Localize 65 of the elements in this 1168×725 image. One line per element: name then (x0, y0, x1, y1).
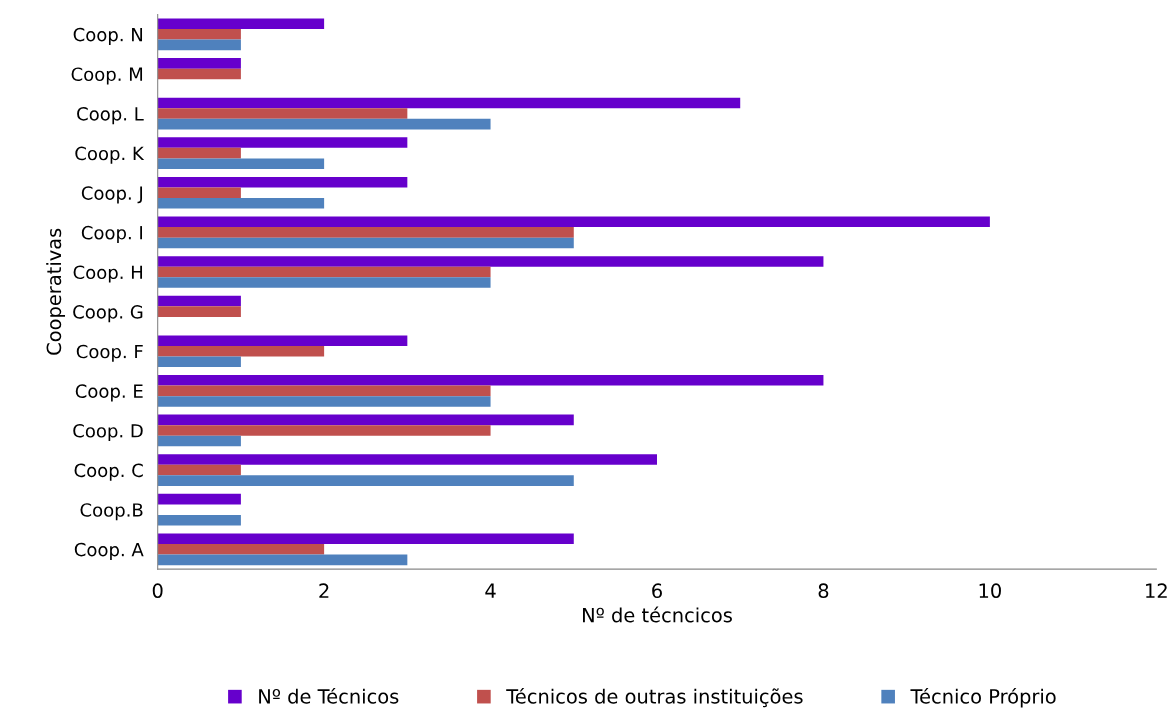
y-tick-label: Coop. J (81, 186, 143, 204)
x-tick-label: 8 (818, 583, 829, 599)
legend-label: Técnicos de outras instituições (506, 687, 803, 708)
x-tick-label: 0 (152, 583, 163, 599)
bar (157, 176, 408, 188)
y-tick-label: Coop. L (77, 107, 144, 125)
bar (157, 147, 241, 159)
bar (157, 295, 241, 307)
bar (157, 414, 574, 426)
bar (157, 187, 241, 199)
bar (157, 18, 325, 30)
bar (157, 533, 574, 545)
y-tick-label: Coop. A (74, 542, 144, 560)
bar (157, 39, 241, 51)
bar (157, 29, 241, 40)
y-tick-label: Coop. C (74, 463, 143, 481)
bar (157, 375, 824, 386)
bar (157, 335, 408, 346)
bar (157, 544, 325, 555)
bar (157, 158, 325, 169)
bar (157, 356, 241, 368)
bar (157, 137, 408, 148)
bar (157, 425, 491, 436)
y-tick-label: Coop. F (76, 344, 143, 362)
bar (157, 554, 408, 566)
bar (157, 256, 824, 267)
y-tick-label: Coop. K (75, 146, 145, 164)
y-tick-label: Coop. D (73, 423, 143, 442)
bar (157, 345, 325, 357)
bar (157, 97, 741, 109)
x-tick-label: 6 (652, 583, 662, 599)
y-axis-title: Cooperativas (46, 228, 66, 355)
y-tick-label: Coop. N (73, 27, 143, 45)
bar (157, 58, 241, 69)
bar (157, 514, 241, 526)
bar (157, 306, 241, 317)
y-tick-label: Coop. G (73, 305, 143, 323)
bar (157, 396, 491, 407)
x-axis-title: Nº de técncicos (583, 606, 732, 623)
bar (157, 266, 491, 278)
bar (157, 216, 990, 228)
bar (157, 198, 325, 209)
bar (157, 237, 574, 249)
legend-label: Nº de Técnicos (259, 687, 399, 704)
y-tick-label: Coop. H (73, 265, 143, 283)
x-tick-label: 12 (1146, 583, 1167, 598)
bar (157, 68, 241, 80)
x-tick-label: 10 (979, 583, 1001, 599)
x-tick-label: 2 (319, 583, 329, 598)
x-tick-label: 4 (485, 583, 496, 598)
bar (157, 493, 241, 505)
bar (157, 227, 574, 238)
y-tick-label: Coop.B (80, 503, 143, 521)
y-tick-label: Coop. I (81, 225, 143, 243)
bar (157, 435, 241, 447)
bar (157, 385, 491, 397)
bar (157, 475, 574, 486)
y-tick-label: Coop. M (71, 67, 143, 85)
bar (157, 277, 491, 288)
bar (157, 108, 408, 119)
bar (157, 464, 241, 476)
bar (157, 454, 657, 465)
bar (157, 118, 491, 130)
y-tick-label: Coop. E (75, 384, 143, 402)
legend-label: Técnico Próprio (910, 687, 1056, 708)
